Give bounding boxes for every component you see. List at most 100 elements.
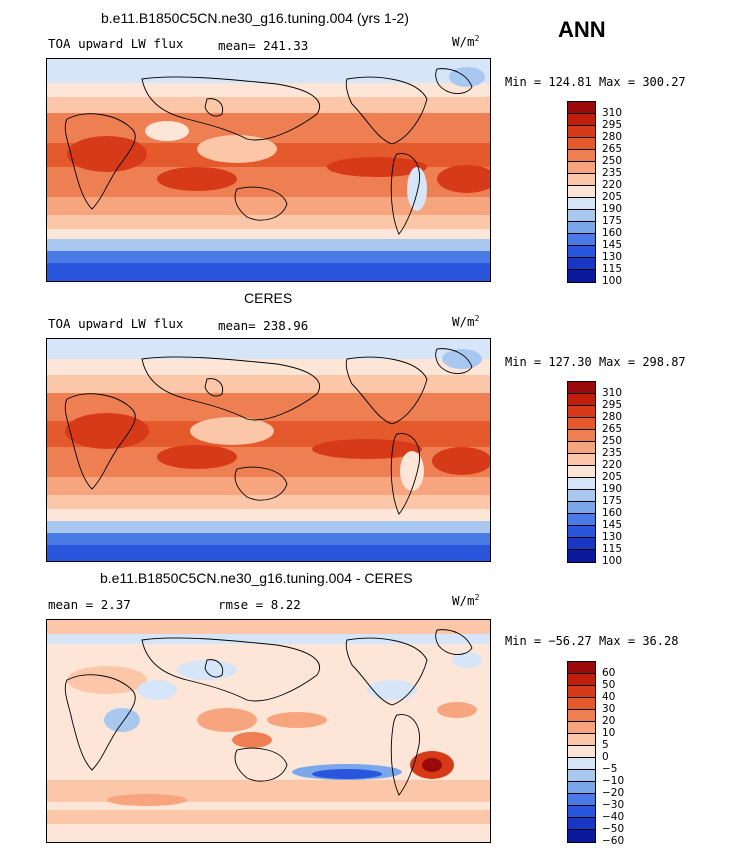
colorbar-swatch [568,454,595,466]
colorbar-swatch [568,114,595,126]
panel-diff-rmse: rmse = 8.22 [218,597,301,612]
colorbar-swatch [568,698,595,710]
colorbar-level-label: 40 [602,691,616,703]
colorbar-level-label: 10 [602,727,616,739]
panel-diff-mean: mean = 2.37 [48,597,131,612]
colorbar-swatch [568,514,595,526]
colorbar-level-label: −20 [602,787,625,799]
colorbar-level-label: 115 [602,543,623,555]
colorbar-swatch [568,746,595,758]
panel-obs-variable: TOA upward LW flux [48,316,184,331]
colorbar-level-label: 5 [602,739,609,751]
panel-diff-title: b.e11.B1850C5CN.ne30_g16.tuning.004 - CE… [100,570,413,586]
colorbar-swatch [568,270,595,282]
colorbar-swatch [568,818,595,830]
colorbar-level-label: −50 [602,823,625,835]
colorbar-swatch [568,550,595,562]
colorbar-swatch [568,394,595,406]
panel-model-minmax: Min = 124.81 Max = 300.27 [505,75,686,89]
colorbar-level-label: 190 [602,483,623,495]
colorbar-level-label: 160 [602,507,623,519]
colorbar-level-label: −10 [602,775,625,787]
panel-diff-units: W/m2 [452,593,480,609]
colorbar-level-label: 250 [602,435,623,447]
panel-diff-rmse-label: rmse = [218,597,264,612]
colorbar-swatch [568,234,595,246]
colorbar-level-label: 205 [602,471,623,483]
colorbar-level-label: −40 [602,811,625,823]
panel-diff-mean-label: mean = [48,597,94,612]
colorbar-swatch [568,406,595,418]
colorbar-swatch [568,806,595,818]
colorbar-swatch [568,150,595,162]
colorbar-swatch [568,758,595,770]
colorbar-swatch [568,442,595,454]
panel-model-map [46,58,491,282]
panel-model-colorbar-labels: 310 295 280 265 250 235 220 205 190 175 160 145 130 1… [602,107,622,287]
colorbar-level-label: −30 [602,799,625,811]
colorbar-level-label: 50 [602,679,616,691]
colorbar-level-label: 205 [602,191,623,203]
season-label: ANN [558,17,606,42]
colorbar-level-label: 190 [602,203,623,215]
colorbar-level-label: 115 [602,263,623,275]
colorbar-swatch [568,138,595,150]
panel-diff-map [46,619,491,843]
colorbar-level-label: 60 [602,667,616,679]
colorbar-swatch [568,430,595,442]
panel-obs-minmax: Min = 127.30 Max = 298.87 [505,355,686,369]
colorbar-level-label: 280 [602,411,623,423]
panel-obs-title: CERES [244,290,293,306]
panel-model-colorbar [567,101,596,283]
colorbar-swatch [568,210,595,222]
panel-obs-mean-value: 238.96 [263,318,309,333]
colorbar-swatch [568,710,595,722]
colorbar-level-label: 175 [602,215,623,227]
colorbar-level-label: 145 [602,519,623,531]
colorbar-level-label: 175 [602,495,623,507]
colorbar-swatch [568,502,595,514]
colorbar-level-label: 265 [602,423,623,435]
colorbar-swatch [568,466,595,478]
panel-obs-colorbar [567,381,596,563]
colorbar-swatch [568,102,595,114]
colorbar-level-label: 310 [602,107,623,119]
panel-diff-colorbar-labels: 60 50 40 30 20 10 5 0 −5 −10 −20 −30 −40 −50 −60 [602,667,624,847]
colorbar-swatch [568,490,595,502]
colorbar-swatch [568,258,595,270]
panel-model-variable: TOA upward LW flux [48,36,184,51]
colorbar-level-label: 235 [602,447,623,459]
colorbar-level-label: 130 [602,251,623,263]
colorbar-swatch [568,734,595,746]
colorbar-level-label: −60 [602,835,625,847]
colorbar-swatch [568,186,595,198]
colorbar-swatch [568,794,595,806]
colorbar-level-label: 265 [602,143,623,155]
colorbar-swatch [568,382,595,394]
colorbar-swatch [568,478,595,490]
panel-obs-mean-label: mean= [218,318,256,333]
panel-model-mean-value: 241.33 [263,38,309,53]
colorbar-swatch [568,722,595,734]
colorbar-swatch [568,174,595,186]
colorbar-level-label: 20 [602,715,616,727]
colorbar-level-label: 250 [602,155,623,167]
panel-diff-minmax: Min = −56.27 Max = 36.28 [505,634,679,648]
colorbar-level-label: 160 [602,227,623,239]
panel-obs-mean: mean= 238.96 [218,318,308,333]
panel-model-title: b.e11.B1850C5CN.ne30_g16.tuning.004 (yrs… [101,10,409,26]
colorbar-level-label: 235 [602,167,623,179]
colorbar-swatch [568,686,595,698]
colorbar-swatch [568,418,595,430]
colorbar-level-label: 295 [602,119,623,131]
colorbar-swatch [568,126,595,138]
colorbar-level-label: 220 [602,459,623,471]
panel-obs-colorbar-labels: 310 295 280 265 250 235 220 205 190 175 160 145 130 1… [602,387,622,567]
panel-model-mean: mean= 241.33 [218,38,308,53]
colorbar-swatch [568,830,595,842]
panel-obs-map [46,338,491,562]
panel-diff-rmse-value: 8.22 [270,597,301,612]
colorbar-swatch [568,770,595,782]
colorbar-level-label: 295 [602,399,623,411]
colorbar-swatch [568,246,595,258]
